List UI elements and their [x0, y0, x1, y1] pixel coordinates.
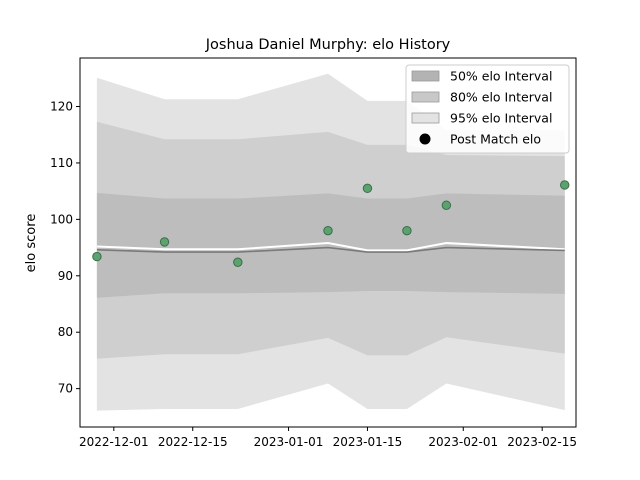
legend-label: 95% elo Interval	[450, 111, 552, 126]
legend-label: Post Match elo	[450, 132, 541, 147]
axes-frame	[79, 57, 577, 428]
y-tick-label: 120	[50, 100, 73, 114]
y-tick-label: 70	[58, 382, 73, 396]
post-match-point	[441, 200, 452, 210]
legend-marker	[419, 133, 431, 145]
plot-area	[92, 73, 570, 411]
post-match-point	[402, 225, 412, 236]
band-3	[96, 192, 565, 298]
legend-swatch	[411, 70, 440, 82]
post-match-point	[159, 237, 170, 247]
legend-box	[405, 64, 570, 154]
x-tick-label: 2023-01-01	[254, 435, 324, 449]
x-tick-label: 2023-02-01	[428, 435, 498, 449]
post-match-point	[92, 251, 102, 262]
post-match-point	[560, 180, 570, 190]
y-tick-label: 90	[58, 269, 73, 283]
y-tick-label: 110	[50, 156, 73, 170]
post-match-point	[362, 183, 373, 194]
x-tick-label: 2023-01-15	[333, 435, 403, 449]
legend-swatch	[411, 112, 440, 124]
x-tick-label: 2023-02-15	[507, 435, 577, 449]
legend-label: 50% elo Interval	[450, 69, 552, 84]
x-tick-label: 2022-12-15	[158, 435, 228, 449]
y-tick-label: 80	[58, 325, 73, 339]
chart-title: Joshua Daniel Murphy: elo History	[205, 37, 451, 53]
y-axis-label: elo score	[24, 214, 39, 273]
post-match-point	[233, 257, 243, 267]
legend-label: 80% elo Interval	[450, 90, 552, 105]
legend: 50% elo Interval 80% elo Interval 95% elo …	[405, 64, 570, 154]
x-tick-label: 2022-12-01	[79, 435, 149, 449]
post-match-point	[323, 225, 333, 236]
white-center-line	[96, 242, 565, 252]
y-tick-label: 100	[50, 212, 73, 226]
legend-swatch	[411, 91, 440, 103]
gray-center-line	[96, 246, 565, 253]
